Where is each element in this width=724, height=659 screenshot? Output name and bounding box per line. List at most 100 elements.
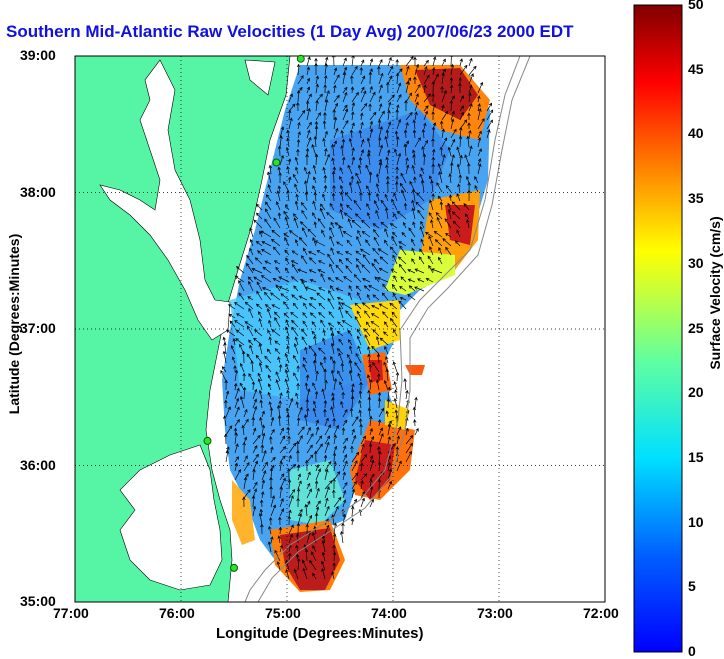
velocity-arrow [351, 101, 356, 112]
velocity-arrow [265, 208, 272, 220]
velocity-arrow [367, 407, 372, 418]
velocity-arrow [291, 294, 299, 301]
velocity-arrow [229, 320, 236, 328]
velocity-arrow [294, 183, 299, 193]
velocity-arrow [418, 256, 425, 265]
velocity-arrow [468, 73, 474, 85]
velocity-arrow [393, 397, 398, 409]
y-tick-label: 38:00 [20, 183, 56, 200]
velocity-arrow [377, 248, 389, 256]
velocity-arrow [383, 331, 389, 337]
velocity-arrow [375, 379, 380, 391]
velocity-arrow [412, 221, 416, 229]
velocity-arrow [255, 303, 263, 310]
velocity-arrow [288, 109, 292, 121]
velocity-arrow [270, 292, 281, 301]
velocity-arrow [285, 257, 290, 265]
velocity-arrow [437, 195, 443, 202]
velocity-arrow [339, 191, 344, 202]
velocity-arrow [385, 156, 389, 166]
velocity-arrow [285, 319, 290, 328]
velocity-arrow [411, 164, 416, 175]
velocity-arrow [324, 99, 329, 112]
velocity-arrow [349, 407, 354, 418]
velocity-arrow [331, 571, 335, 580]
velocity-arrow [378, 450, 382, 463]
velocity-arrow [323, 84, 327, 94]
velocity-arrow [261, 410, 265, 418]
velocity-arrow [366, 293, 371, 301]
velocity-arrow [234, 468, 241, 481]
velocity-arrow [292, 173, 299, 184]
velocity-arrow [403, 202, 408, 211]
velocity-arrow [423, 105, 429, 112]
velocity-arrow [348, 292, 353, 301]
velocity-arrow [412, 406, 417, 418]
velocity-arrow [477, 95, 481, 103]
velocity-arrow [378, 110, 385, 121]
velocity-arrow [392, 361, 398, 373]
velocity-arrow [279, 126, 285, 139]
velocity-arrow [384, 193, 389, 202]
velocity-arrow [275, 201, 281, 211]
velocity-arrow [242, 372, 246, 382]
velocity-arrow [265, 194, 272, 202]
velocity-arrow [306, 136, 312, 148]
velocity-arrow [407, 269, 416, 274]
velocity-arrow [355, 250, 362, 256]
velocity-arrow [314, 153, 319, 166]
velocity-arrow [293, 285, 299, 292]
velocity-arrow [312, 164, 317, 175]
velocity-arrow [413, 76, 417, 85]
velocity-arrow [332, 477, 336, 490]
velocity-arrow [378, 158, 382, 166]
velocity-arrow [432, 103, 436, 112]
velocity-arrow [341, 391, 345, 400]
velocity-arrow [324, 468, 329, 481]
velocity-arrow [354, 315, 362, 328]
velocity-arrow [360, 454, 368, 463]
velocity-arrow [258, 362, 263, 373]
velocity-arrow [308, 251, 317, 256]
velocity-arrow [359, 66, 364, 76]
velocity-arrow [433, 230, 443, 238]
velocity-arrow [337, 321, 344, 328]
velocity-arrow [264, 304, 272, 310]
velocity-arrow [441, 128, 445, 139]
colorbar [633, 4, 683, 653]
velocity-arrow [305, 398, 310, 409]
velocity-arrow [396, 136, 400, 148]
velocity-arrow [321, 540, 326, 553]
velocity-arrow [306, 121, 312, 130]
velocity-arrow [394, 130, 399, 139]
velocity-arrow [273, 246, 281, 256]
velocity-arrow [360, 112, 364, 121]
velocity-arrow [398, 241, 407, 247]
velocity-arrow [270, 428, 275, 436]
velocity-arrow [277, 185, 282, 193]
velocity-arrow [381, 292, 389, 301]
velocity-arrow [348, 369, 353, 382]
velocity-arrow [389, 223, 398, 229]
velocity-arrow [371, 345, 380, 355]
velocity-arrow [285, 363, 290, 373]
velocity-arrow [355, 172, 362, 184]
velocity-arrow [417, 278, 425, 283]
velocity-arrow [318, 260, 326, 265]
velocity-arrow [318, 347, 326, 355]
velocity-arrow [486, 129, 491, 139]
velocity-arrow [324, 74, 328, 85]
velocity-arrow [342, 445, 347, 454]
velocity-arrow [449, 84, 454, 94]
velocity-arrow [396, 118, 402, 130]
velocity-arrow [225, 390, 230, 400]
velocity-arrow [323, 454, 328, 463]
velocity-arrow [373, 236, 380, 247]
velocity-arrow [465, 175, 470, 184]
velocity-arrow [405, 442, 413, 454]
x-tick-label: 72:00 [583, 605, 619, 621]
velocity-arrow [270, 495, 276, 508]
velocity-arrow [306, 471, 311, 481]
velocity-arrow [339, 175, 344, 184]
velocity-arrow [353, 274, 362, 283]
